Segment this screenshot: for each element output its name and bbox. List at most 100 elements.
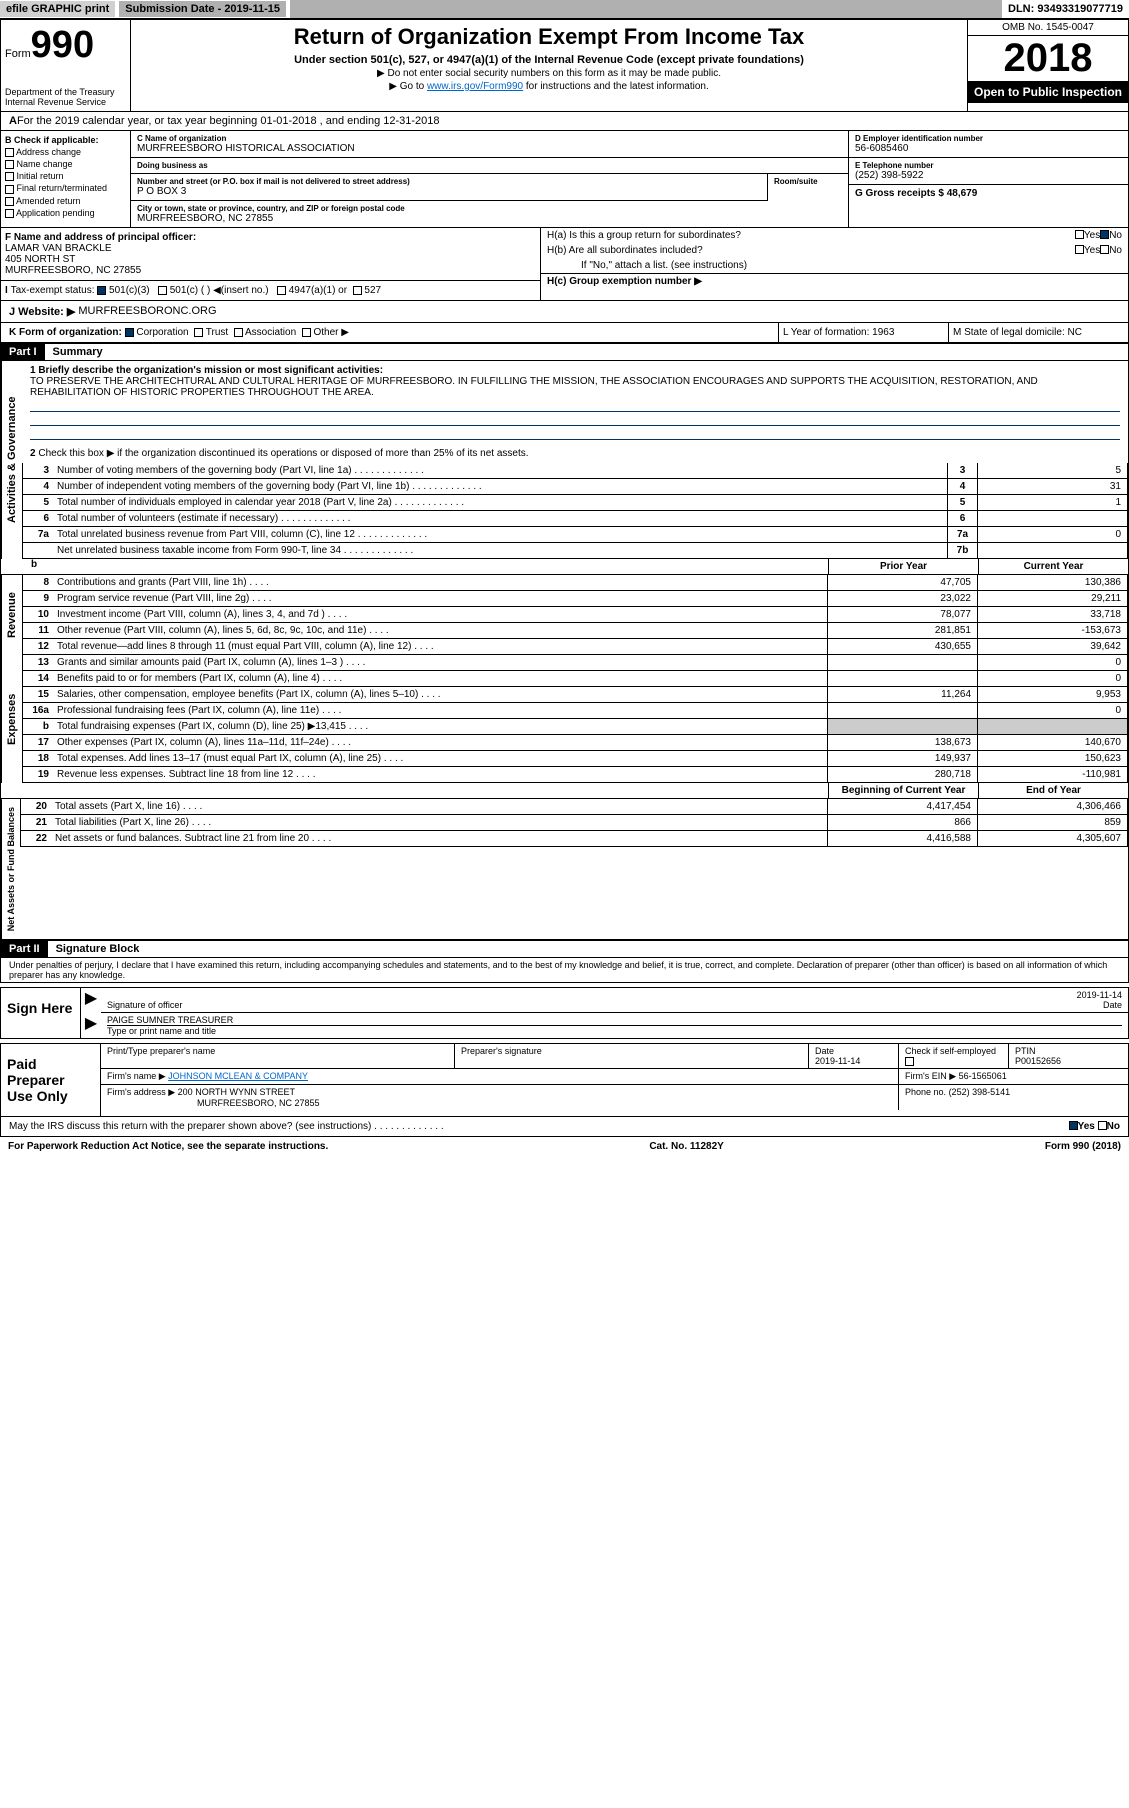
netassets-section: Net Assets or Fund Balances 20Total asse…: [0, 799, 1129, 940]
table-row: 15Salaries, other compensation, employee…: [22, 687, 1128, 703]
section-c: C Name of organization MURFREESBORO HIST…: [131, 131, 848, 227]
checkbox-527[interactable]: [353, 286, 362, 295]
dept-label: Department of the Treasury Internal Reve…: [5, 87, 126, 107]
form-note2: ▶ Go to www.irs.gov/Form990 for instruct…: [139, 81, 959, 92]
city-state-zip: MURFREESBORO, NC 27855: [137, 213, 842, 224]
checkbox-discuss-no[interactable]: [1098, 1121, 1107, 1130]
part2-header: Part II Signature Block: [0, 940, 1129, 958]
table-row: 8Contributions and grants (Part VIII, li…: [22, 575, 1128, 591]
mission-text: TO PRESERVE THE ARCHITECHTURAL AND CULTU…: [30, 376, 1038, 398]
checkbox-name-change[interactable]: [5, 160, 14, 169]
ptin: P00152656: [1015, 1056, 1061, 1066]
footer-mid: Cat. No. 11282Y: [649, 1141, 723, 1152]
org-name: MURFREESBORO HISTORICAL ASSOCIATION: [137, 143, 842, 154]
signature-block: Sign Here ▶ 2019-11-14 Signature of offi…: [0, 987, 1129, 1039]
checkbox-501c3[interactable]: [97, 286, 106, 295]
efile-label[interactable]: efile GRAPHIC print: [0, 1, 115, 17]
table-row: Net unrelated business taxable income fr…: [22, 543, 1128, 559]
topbar-spacer: [290, 0, 1002, 18]
officer-addr2: MURFREESBORO, NC 27855: [5, 265, 141, 276]
checkbox-trust[interactable]: [194, 328, 203, 337]
firm-name[interactable]: JOHNSON MCLEAN & COMPANY: [168, 1071, 308, 1081]
section-deg: D Employer identification number 56-6085…: [848, 131, 1128, 227]
table-row: 16aProfessional fundraising fees (Part I…: [22, 703, 1128, 719]
table-row: 17Other expenses (Part IX, column (A), l…: [22, 735, 1128, 751]
checkbox-ha-yes[interactable]: [1075, 230, 1084, 239]
irs-link[interactable]: www.irs.gov/Form990: [427, 81, 523, 92]
table-row: 6Total number of volunteers (estimate if…: [22, 511, 1128, 527]
section-j: J Website: ▶ MURFREESBORONC.ORG: [0, 301, 1129, 323]
table-row: 4Number of independent voting members of…: [22, 479, 1128, 495]
table-row: 13Grants and similar amounts paid (Part …: [22, 655, 1128, 671]
table-row: 11Other revenue (Part VIII, column (A), …: [22, 623, 1128, 639]
checkbox-amended[interactable]: [5, 197, 14, 206]
ein: 56-6085460: [855, 143, 1122, 154]
checkbox-hb-no[interactable]: [1100, 245, 1109, 254]
table-row: 9Program service revenue (Part VIII, lin…: [22, 591, 1128, 607]
page-footer: For Paperwork Reduction Act Notice, see …: [0, 1137, 1129, 1156]
paid-preparer-label: Paid Preparer Use Only: [1, 1044, 101, 1116]
tab-expenses: Expenses: [1, 655, 22, 783]
table-row: bTotal fundraising expenses (Part IX, co…: [22, 719, 1128, 735]
table-row: 14Benefits paid to or for members (Part …: [22, 671, 1128, 687]
table-row: 7aTotal unrelated business revenue from …: [22, 527, 1128, 543]
sign-here-label: Sign Here: [1, 988, 81, 1038]
part1-header: Part I Summary: [0, 343, 1129, 361]
table-row: 21Total liabilities (Part X, line 26)866…: [20, 815, 1128, 831]
state-domicile: M State of legal domicile: NC: [948, 323, 1128, 342]
section-b: B Check if applicable: Address change Na…: [1, 131, 131, 227]
arrow-icon: ▶: [81, 988, 101, 1013]
checkbox-501c[interactable]: [158, 286, 167, 295]
form-label: Form: [5, 48, 31, 60]
discuss-row: May the IRS discuss this return with the…: [0, 1117, 1129, 1137]
arrow-icon: ▶: [81, 1013, 101, 1038]
website: MURFREESBORONC.ORG: [78, 305, 216, 318]
checkbox-other[interactable]: [302, 328, 311, 337]
paid-preparer-block: Paid Preparer Use Only Print/Type prepar…: [0, 1043, 1129, 1117]
sig-date: 2019-11-14: [1077, 990, 1122, 1000]
checkbox-corp[interactable]: [125, 328, 134, 337]
form-title: Return of Organization Exempt From Incom…: [139, 24, 959, 50]
checkbox-pending[interactable]: [5, 209, 14, 218]
year-formation: L Year of formation: 1963: [778, 323, 948, 342]
activities-governance: Activities & Governance 1 Briefly descri…: [0, 361, 1129, 559]
checkbox-assoc[interactable]: [234, 328, 243, 337]
table-row: 20Total assets (Part X, line 16)4,417,45…: [20, 799, 1128, 815]
checkbox-self-employed[interactable]: [905, 1057, 914, 1066]
table-row: 5Total number of individuals employed in…: [22, 495, 1128, 511]
form-note1: ▶ Do not enter social security numbers o…: [139, 68, 959, 79]
prior-current-header: b Prior Year Current Year: [0, 559, 1129, 575]
checkbox-address-change[interactable]: [5, 148, 14, 157]
table-row: 22Net assets or fund balances. Subtract …: [20, 831, 1128, 847]
revenue-section: Revenue 8Contributions and grants (Part …: [0, 575, 1129, 655]
omb-number: OMB No. 1545-0047: [968, 20, 1128, 36]
section-bcdefg: B Check if applicable: Address change Na…: [0, 131, 1129, 228]
form-header: Form990 Department of the Treasury Inter…: [0, 19, 1129, 112]
officer-name-title: PAIGE SUMNER TREASURER: [107, 1015, 1122, 1026]
checkbox-4947[interactable]: [277, 286, 286, 295]
table-row: 3Number of voting members of the governi…: [22, 463, 1128, 479]
tab-activities: Activities & Governance: [1, 361, 22, 559]
declaration: Under penalties of perjury, I declare th…: [0, 958, 1129, 983]
section-fh: F Name and address of principal officer:…: [0, 228, 1129, 301]
top-bar: efile GRAPHIC print Submission Date - 20…: [0, 0, 1129, 19]
prep-date: 2019-11-14: [815, 1056, 860, 1066]
checkbox-hb-yes[interactable]: [1075, 245, 1084, 254]
form-subtitle: Under section 501(c), 527, or 4947(a)(1)…: [139, 54, 959, 66]
section-klm: K Form of organization: Corporation Trus…: [0, 323, 1129, 343]
tax-year: 2018: [968, 36, 1128, 81]
checkbox-initial-return[interactable]: [5, 172, 14, 181]
footer-left: For Paperwork Reduction Act Notice, see …: [8, 1141, 328, 1152]
dln: DLN: 93493319077719: [1002, 1, 1129, 17]
officer-addr1: 405 NORTH ST: [5, 254, 75, 265]
form-number: 990: [31, 24, 94, 66]
table-row: 12Total revenue—add lines 8 through 11 (…: [22, 639, 1128, 655]
checkbox-discuss-yes[interactable]: [1069, 1121, 1078, 1130]
tab-revenue: Revenue: [1, 575, 22, 655]
firm-phone: (252) 398-5141: [949, 1087, 1011, 1097]
footer-right: Form 990 (2018): [1045, 1141, 1121, 1152]
public-inspection: Open to Public Inspection: [968, 81, 1128, 103]
table-row: 19Revenue less expenses. Subtract line 1…: [22, 767, 1128, 783]
checkbox-ha-no[interactable]: [1100, 230, 1109, 239]
checkbox-final-return[interactable]: [5, 185, 14, 194]
